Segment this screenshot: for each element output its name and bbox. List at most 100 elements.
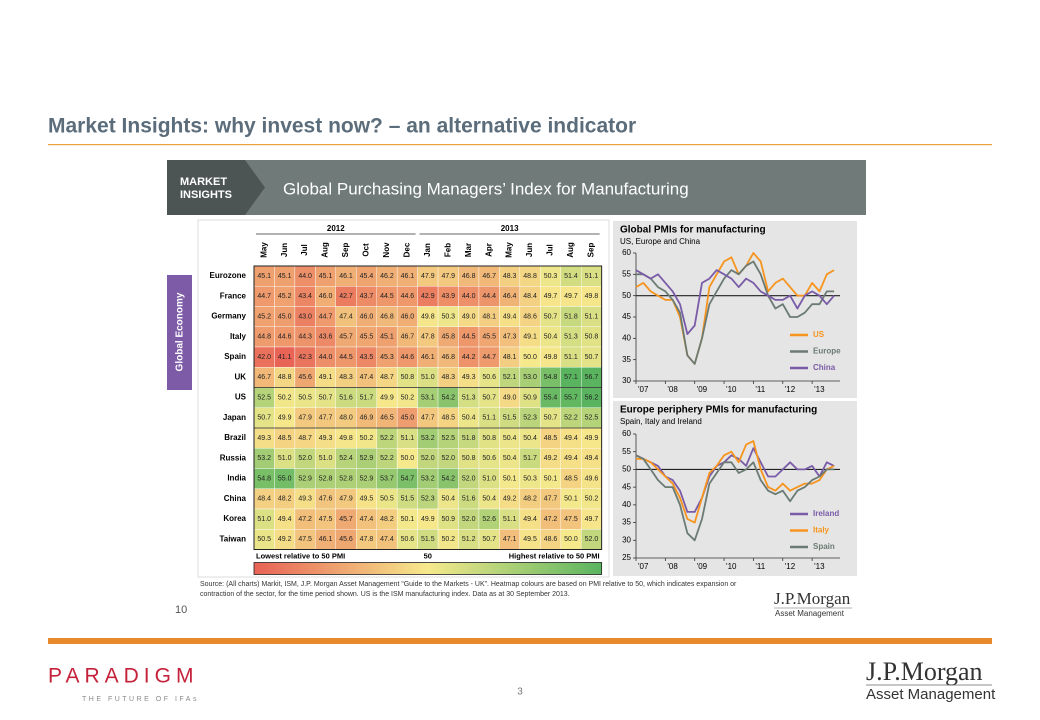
cell-value: 49.9 <box>278 415 292 422</box>
cell-value: 51.8 <box>462 435 476 442</box>
cell-value: 47.9 <box>298 415 312 422</box>
row-label: US <box>235 393 247 402</box>
cell-value: 41.1 <box>278 354 292 361</box>
cell-value: 49.3 <box>298 496 312 503</box>
legend-label: China <box>813 363 836 372</box>
row-label: Taiwan <box>219 534 246 543</box>
cell-value: 49.4 <box>523 516 537 523</box>
month-label: Dec <box>402 242 411 257</box>
banner-title: Global Purchasing Managers’ Index for Ma… <box>283 179 689 198</box>
cell-value: 50.4 <box>462 415 476 422</box>
chart-title: Global PMIs for manufacturing <box>620 225 766 236</box>
cell-value: 46.0 <box>360 313 374 320</box>
cell-value: 48.2 <box>380 516 394 523</box>
cell-value: 49.2 <box>278 536 292 543</box>
cell-value: 42.9 <box>421 293 435 300</box>
cell-value: 54.2 <box>441 394 455 401</box>
cell-value: 50.7 <box>319 394 333 401</box>
cell-value: 52.0 <box>298 455 312 462</box>
y-tick-label: 40 <box>622 500 631 509</box>
row-label: Russia <box>220 453 247 462</box>
cell-value: 50.7 <box>257 415 271 422</box>
x-tick-label: '10 <box>726 562 737 571</box>
cell-value: 52.0 <box>462 475 476 482</box>
legend-label: Europe <box>813 347 841 356</box>
cell-value: 47.9 <box>421 273 435 280</box>
cell-value: 50.7 <box>544 415 558 422</box>
logo-sub: Asset Management <box>775 609 845 618</box>
cell-value: 45.7 <box>339 334 353 341</box>
cell-value: 49.8 <box>339 435 353 442</box>
cell-value: 51.5 <box>503 415 517 422</box>
cell-value: 49.7 <box>564 293 578 300</box>
cell-value: 51.1 <box>482 415 496 422</box>
series-line <box>636 440 835 524</box>
legend-scale <box>253 562 603 575</box>
cell-value: 52.0 <box>585 536 599 543</box>
cell-value: 50.2 <box>585 496 599 503</box>
row-label: Germany <box>211 312 246 321</box>
y-tick-label: 45 <box>622 482 631 491</box>
cell-value: 48.5 <box>278 435 292 442</box>
x-tick-label: '12 <box>785 385 796 394</box>
cell-value: 46.5 <box>380 415 394 422</box>
cell-value: 50.1 <box>401 516 415 523</box>
cell-value: 49.8 <box>585 293 599 300</box>
cell-value: 56.7 <box>585 374 599 381</box>
cell-value: 46.8 <box>380 313 394 320</box>
y-tick-label: 50 <box>622 465 631 474</box>
cell-value: 52.9 <box>360 455 374 462</box>
cell-value: 50.4 <box>503 455 517 462</box>
cell-value: 48.6 <box>523 313 537 320</box>
cell-value: 49.0 <box>462 313 476 320</box>
cell-value: 50.7 <box>544 313 558 320</box>
row-label: Italy <box>230 332 247 341</box>
cell-value: 51.8 <box>564 313 578 320</box>
cell-value: 45.8 <box>441 334 455 341</box>
row-label: Japan <box>223 413 246 422</box>
cell-value: 43.5 <box>360 354 374 361</box>
cell-value: 51.0 <box>257 516 271 523</box>
series-line <box>635 252 835 365</box>
cell-value: 49.8 <box>421 313 435 320</box>
cell-value: 51.1 <box>401 435 415 442</box>
cell-value: 44.2 <box>462 354 476 361</box>
cell-value: 45.1 <box>319 273 333 280</box>
cell-value: 50.5 <box>257 536 271 543</box>
cell-value: 47.9 <box>339 496 353 503</box>
cell-value: 50.5 <box>298 394 312 401</box>
cell-value: 50.8 <box>462 455 476 462</box>
cell-value: 51.1 <box>585 313 599 320</box>
x-tick-label: '09 <box>697 385 708 394</box>
cell-value: 44.4 <box>482 293 496 300</box>
cell-value: 42.0 <box>257 354 271 361</box>
x-tick-label: '12 <box>785 562 796 571</box>
year-label: 2012 <box>327 224 345 233</box>
row-label: India <box>227 474 246 483</box>
cell-value: 57.1 <box>564 374 578 381</box>
cell-value: 45.1 <box>380 334 394 341</box>
cell-value: 44.0 <box>462 293 476 300</box>
series-line <box>635 454 835 542</box>
legend-mid: 50 <box>424 551 432 560</box>
cell-value: 49.7 <box>544 293 558 300</box>
cell-value: 48.6 <box>544 536 558 543</box>
cell-value: 51.0 <box>482 475 496 482</box>
footer-logo-sub: Asset Management <box>866 686 996 703</box>
cell-value: 47.5 <box>298 536 312 543</box>
row-label: Eurozone <box>210 271 247 280</box>
cell-value: 47.4 <box>380 536 394 543</box>
cell-value: 50.8 <box>401 374 415 381</box>
cell-value: 51.0 <box>421 374 435 381</box>
x-tick-label: '07 <box>638 385 649 394</box>
cell-value: 48.5 <box>564 475 578 482</box>
cell-value: 55.0 <box>278 475 292 482</box>
month-label: Mar <box>464 243 473 257</box>
cell-value: 47.5 <box>564 516 578 523</box>
banner <box>167 160 866 215</box>
x-tick-label: '13 <box>814 385 825 394</box>
cell-value: 53.2 <box>257 455 271 462</box>
cell-value: 45.1 <box>257 273 271 280</box>
